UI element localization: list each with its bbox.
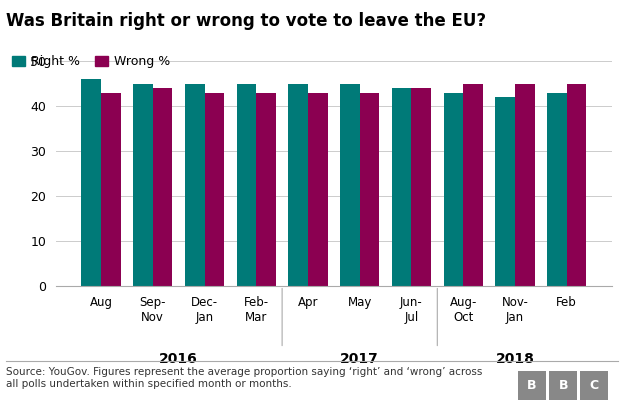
Bar [515, 84, 535, 286]
Bar [153, 88, 172, 286]
Text: B: B [558, 379, 568, 392]
Bar [256, 93, 276, 286]
Text: 2016: 2016 [159, 352, 198, 366]
Bar [185, 84, 205, 286]
Bar [547, 93, 567, 286]
Bar [205, 93, 224, 286]
Bar [495, 97, 515, 286]
Bar [340, 84, 359, 286]
Bar [392, 88, 411, 286]
Legend: Right %, Wrong %: Right %, Wrong % [12, 55, 170, 68]
Text: C: C [590, 379, 599, 392]
Text: Was Britain right or wrong to vote to leave the EU?: Was Britain right or wrong to vote to le… [6, 12, 486, 30]
Text: 2017: 2017 [340, 352, 379, 366]
Bar [359, 93, 379, 286]
Bar [101, 93, 120, 286]
Bar [133, 84, 153, 286]
Bar [463, 84, 483, 286]
Bar [236, 84, 256, 286]
Bar [567, 84, 587, 286]
Text: B: B [527, 379, 537, 392]
Bar [411, 88, 431, 286]
Text: 2018: 2018 [495, 352, 534, 366]
Bar [444, 93, 463, 286]
Bar [308, 93, 328, 286]
Bar [81, 79, 101, 286]
Bar [288, 84, 308, 286]
Text: Source: YouGov. Figures represent the average proportion saying ‘right’ and ‘wro: Source: YouGov. Figures represent the av… [6, 367, 482, 389]
